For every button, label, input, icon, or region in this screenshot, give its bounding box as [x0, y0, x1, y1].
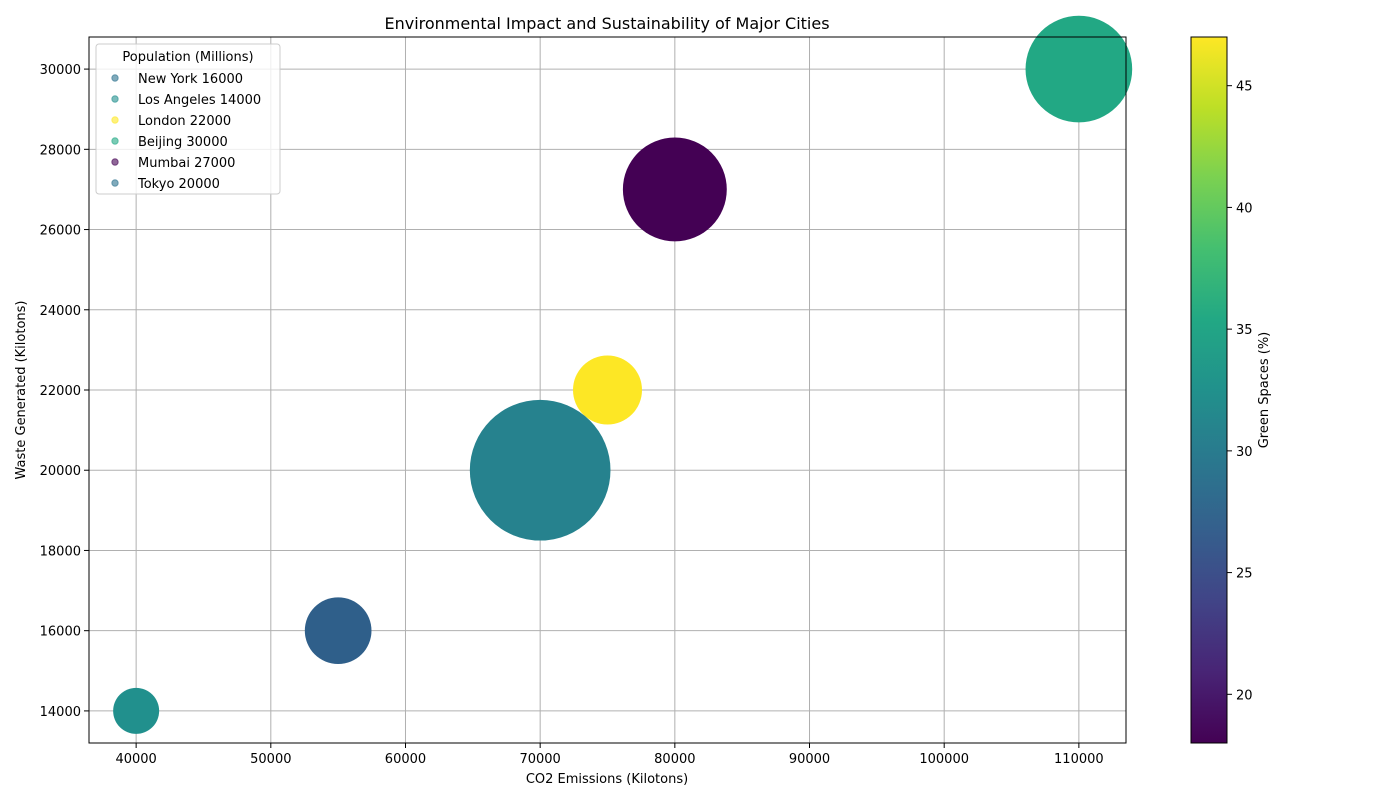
legend-marker [111, 95, 119, 103]
legend-marker [111, 116, 119, 124]
colorbar-tick-label: 20 [1236, 688, 1253, 703]
legend-frame [95, 43, 281, 195]
colorbar-ticks: 20 25 30 35 40 45 [1227, 80, 1253, 703]
x-tick-label: 100000 [919, 752, 969, 767]
legend-label: New York 16000 [138, 72, 243, 87]
city-bubble [622, 137, 727, 242]
legend-marker [111, 74, 119, 82]
data-points [113, 15, 1133, 734]
colorbar-tick-label: 35 [1236, 323, 1253, 338]
x-tick-label: 110000 [1054, 752, 1104, 767]
colorbar-tick-label: 45 [1236, 80, 1253, 95]
colorbar-label: Green Spaces (%) [1257, 332, 1272, 449]
colorbar-tick-label: 40 [1236, 201, 1253, 216]
y-tick-label: 22000 [40, 384, 81, 399]
city-bubble [113, 687, 160, 734]
city-bubble [573, 355, 642, 425]
y-axis-ticks: 14000 16000 18000 20000 22000 24000 26000 28000… [40, 63, 89, 720]
legend-title: Population (Millions) [122, 50, 253, 65]
colorbar-gradient [1190, 36, 1228, 744]
x-tick-label: 70000 [519, 752, 560, 767]
x-tick-label: 50000 [250, 752, 291, 767]
x-tick-label: 90000 [789, 752, 830, 767]
legend-label: Beijing 30000 [138, 135, 228, 150]
x-axis-ticks: 40000 50000 60000 70000 80000 90000 100000 1100… [115, 743, 1104, 767]
legend-marker [111, 179, 119, 187]
x-axis-label: CO2 Emissions (Kilotons) [526, 772, 688, 787]
legend-marker [111, 158, 119, 166]
x-tick-label: 60000 [385, 752, 426, 767]
y-tick-label: 18000 [40, 544, 81, 559]
colorbar-tick-label: 30 [1236, 445, 1253, 460]
legend: Population (Millions) New York 16000 Los… [95, 43, 281, 195]
y-tick-label: 20000 [40, 464, 81, 479]
legend-label: Tokyo 20000 [137, 177, 220, 192]
y-tick-label: 14000 [40, 705, 81, 720]
legend-label: Mumbai 27000 [138, 156, 235, 171]
chart-title: Environmental Impact and Sustainability … [384, 14, 829, 33]
city-bubble [469, 399, 611, 541]
legend-marker [111, 137, 119, 145]
x-tick-label: 80000 [654, 752, 695, 767]
y-tick-label: 16000 [40, 625, 81, 640]
legend-label: London 22000 [138, 114, 231, 129]
colorbar: 20 25 30 35 40 45 Green Spaces (%) [1190, 36, 1272, 744]
city-bubble [304, 597, 372, 665]
x-tick-label: 40000 [115, 752, 156, 767]
colorbar-tick-label: 25 [1236, 567, 1253, 582]
y-tick-label: 26000 [40, 224, 81, 239]
city-bubble [1025, 15, 1133, 123]
legend-entries: New York 16000 Los Angeles 14000 London … [111, 72, 261, 192]
y-tick-label: 30000 [40, 63, 81, 78]
legend-label: Los Angeles 14000 [138, 93, 261, 108]
y-tick-label: 24000 [40, 304, 81, 319]
y-tick-label: 28000 [40, 143, 81, 158]
y-axis-label: Waste Generated (Kilotons) [14, 301, 29, 480]
